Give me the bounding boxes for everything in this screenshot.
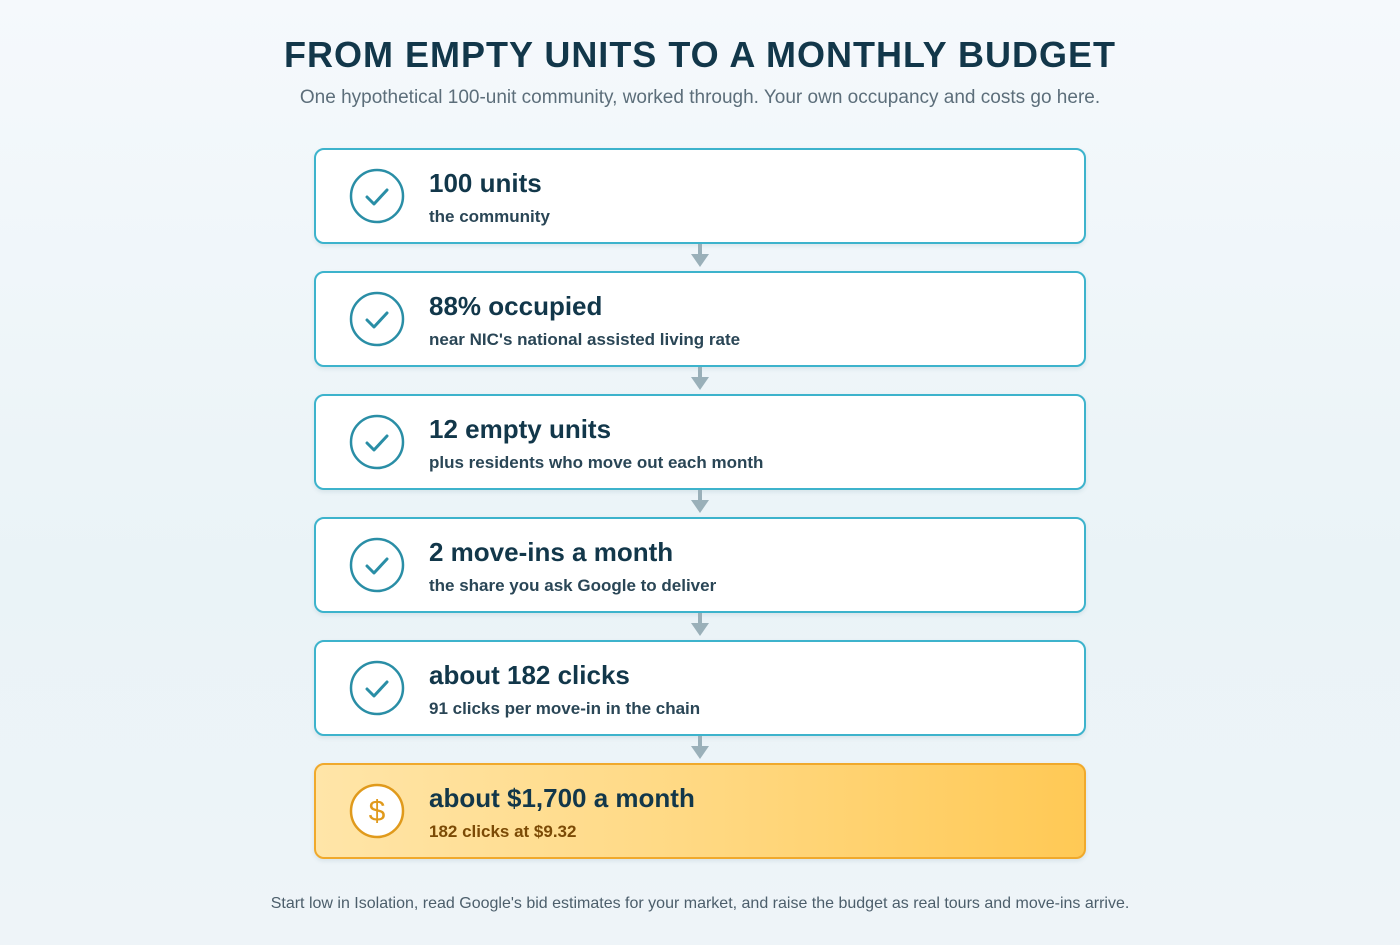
page-title: FROM EMPTY UNITS TO A MONTHLY BUDGET — [283, 34, 1117, 75]
step-card-occupancy: 88% occupied near NIC's national assiste… — [314, 271, 1086, 367]
step-title: 88% occupied — [429, 291, 603, 321]
check-circle-icon — [349, 291, 405, 347]
page-subtitle: One hypothetical 100-unit community, wor… — [299, 87, 1101, 108]
step-title: 2 move-ins a month — [429, 537, 674, 567]
step-flow: 100 units the community 88% occupied nea… — [314, 148, 1086, 859]
check-circle-icon — [349, 414, 405, 470]
svg-text:$: $ — [369, 795, 386, 828]
down-arrow-icon — [314, 490, 1086, 517]
down-arrow-icon — [314, 367, 1086, 394]
check-circle-icon — [349, 537, 405, 593]
step-subtitle: the community — [429, 207, 550, 226]
step-subtitle: near NIC's national assisted living rate — [429, 330, 741, 349]
footer-note: Start low in Isolation, read Google's bi… — [270, 895, 1130, 912]
check-circle-icon — [349, 168, 405, 224]
check-circle-icon — [349, 660, 405, 716]
down-arrow-icon — [314, 613, 1086, 640]
step-card-empty-units: 12 empty units plus residents who move o… — [314, 394, 1086, 490]
step-subtitle: plus residents who move out each month — [429, 453, 764, 472]
step-card-monthly-budget: $ about $1,700 a month 182 clicks at $9.… — [314, 763, 1086, 859]
step-subtitle: 91 clicks per move-in in the chain — [429, 699, 701, 718]
dollar-circle-icon: $ — [349, 783, 405, 839]
down-arrow-icon — [314, 736, 1086, 763]
step-title: about 182 clicks — [429, 660, 630, 690]
down-arrow-icon — [314, 244, 1086, 271]
step-title: 100 units — [429, 168, 542, 198]
step-card-clicks: about 182 clicks 91 clicks per move-in i… — [314, 640, 1086, 736]
step-subtitle: 182 clicks at $9.32 — [429, 822, 577, 841]
step-card-units: 100 units the community — [314, 148, 1086, 244]
step-subtitle: the share you ask Google to deliver — [429, 576, 717, 595]
step-title: 12 empty units — [429, 414, 612, 444]
step-card-move-ins: 2 move-ins a month the share you ask Goo… — [314, 517, 1086, 613]
step-title: about $1,700 a month — [429, 783, 695, 813]
